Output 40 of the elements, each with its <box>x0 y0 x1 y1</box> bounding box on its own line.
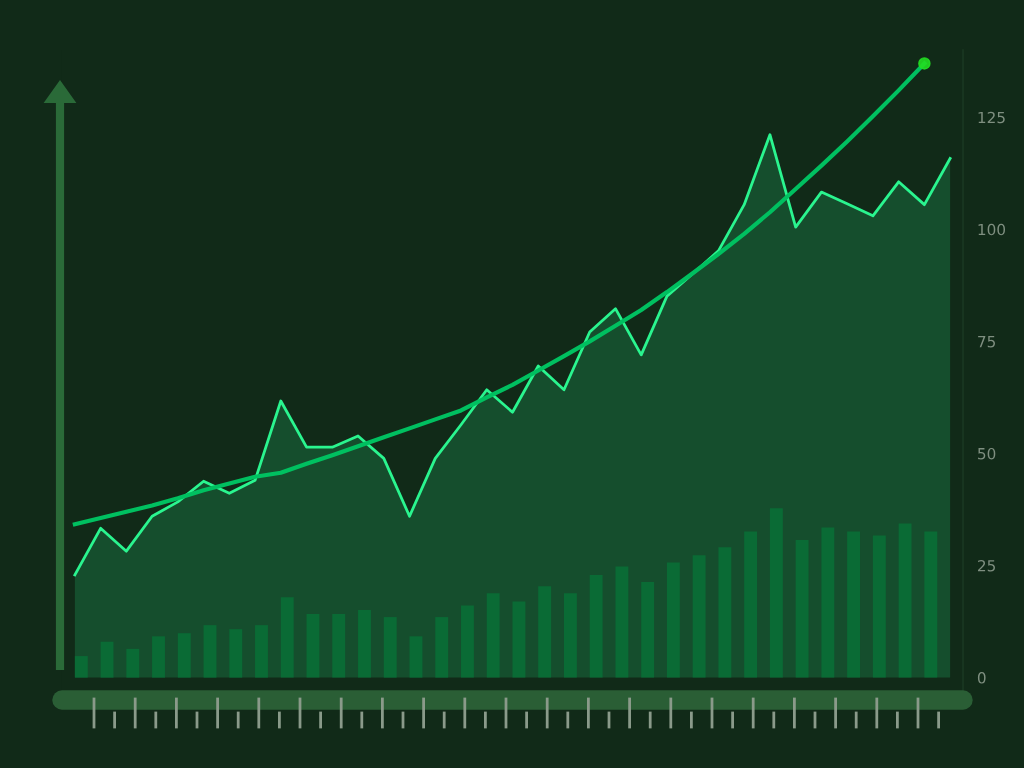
y-tick-label: 0 <box>977 672 986 684</box>
bar <box>641 582 655 678</box>
bar <box>872 535 886 678</box>
bar <box>383 617 397 678</box>
bar <box>332 613 346 678</box>
bar <box>666 562 680 678</box>
bar <box>280 597 294 678</box>
bar <box>152 636 165 678</box>
y-tick-label: 25 <box>978 559 995 572</box>
bar <box>718 547 732 678</box>
bar <box>461 605 474 678</box>
bar <box>255 625 268 678</box>
bar <box>435 617 449 678</box>
bar <box>486 593 500 678</box>
y-tick-label: 125 <box>978 111 1005 124</box>
bar <box>795 539 809 678</box>
bar <box>512 601 526 678</box>
bar <box>744 531 758 678</box>
bar <box>924 531 938 678</box>
bar <box>847 531 861 678</box>
bar <box>229 629 243 678</box>
bar <box>306 613 320 678</box>
bar <box>589 574 603 678</box>
bar <box>538 586 552 678</box>
bar <box>563 593 577 678</box>
bar <box>898 523 912 678</box>
bar <box>358 609 371 678</box>
bar <box>409 636 423 678</box>
bar <box>177 633 191 678</box>
bar <box>692 555 706 678</box>
bar <box>821 527 835 678</box>
bar <box>769 508 783 678</box>
bar <box>74 656 88 678</box>
bar <box>203 625 217 678</box>
y-tick-label: 100 <box>978 223 1006 236</box>
bar <box>100 641 114 678</box>
bar <box>615 566 629 678</box>
y-tick-label: 75 <box>978 336 995 348</box>
bar <box>126 648 140 678</box>
y-tick-label: 50 <box>978 447 996 460</box>
